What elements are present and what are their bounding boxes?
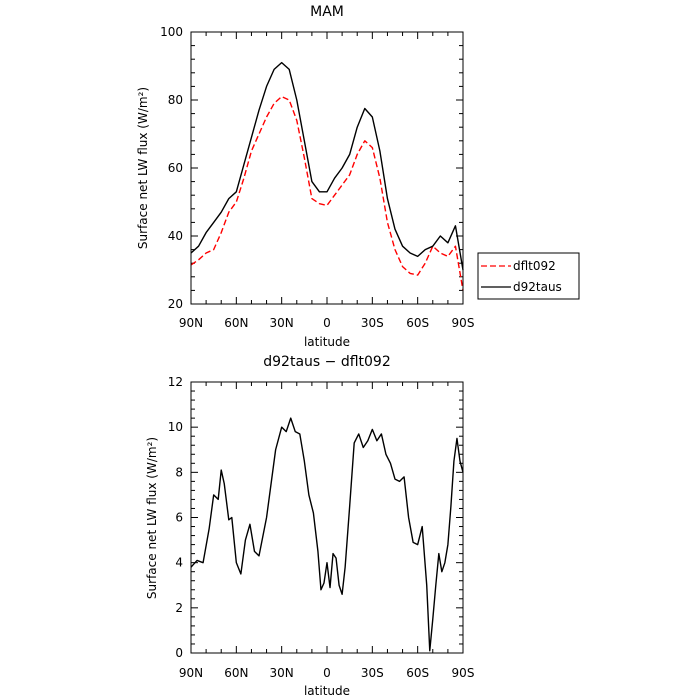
- x-tick-label: 90N: [179, 666, 203, 680]
- chart-2-xlabel: latitude: [304, 684, 350, 698]
- x-tick-label: 90N: [179, 316, 203, 330]
- x-tick-label: 30S: [361, 666, 384, 680]
- series-line-dflt092: [190, 95, 464, 291]
- x-tick-label: 30N: [270, 316, 294, 330]
- chart-2-ylabel: Surface net LW flux (W/m²): [145, 437, 159, 599]
- legend-label-dflt092: dflt092: [513, 259, 556, 273]
- y-tick-label: 4: [175, 556, 183, 570]
- chart-2-y-tick-labels: 0 2 4 6 8 10 12: [168, 375, 183, 660]
- chart-2-title: d92taus − dflt092: [263, 354, 390, 370]
- legend-label-d92taus: d92taus: [513, 280, 562, 294]
- chart-2-x-tick-labels: 90N 60N 30N 0 30S 60S 90S: [179, 666, 475, 680]
- chart-1-ylabel: Surface net LW flux (W/m²): [136, 87, 150, 249]
- chart-1-x-tick-labels: 90N 60N 30N 0 30S 60S 90S: [179, 316, 475, 330]
- x-tick-label: 60N: [224, 666, 248, 680]
- y-tick-label: 12: [168, 375, 183, 389]
- x-tick-label: 0: [323, 666, 331, 680]
- chart-1-legend: dflt092 d92taus: [477, 252, 580, 300]
- y-tick-label: 6: [175, 511, 183, 525]
- series-line-series-0: [190, 417, 464, 652]
- x-tick-label: 30S: [361, 316, 384, 330]
- y-tick-label: 60: [168, 161, 183, 175]
- chart-1-y-tick-labels: 20 40 60 80 100: [160, 25, 183, 311]
- chart-1-title: MAM: [310, 4, 344, 20]
- chart-1-xlabel: latitude: [304, 335, 350, 349]
- y-tick-label: 80: [168, 93, 183, 107]
- y-tick-label: 10: [168, 420, 183, 434]
- chart-1-series: [190, 61, 464, 291]
- chart-2: d92taus − dflt092 0 2 4 6 8 10 12 90N 60N 30N 0 30…: [145, 354, 474, 698]
- x-tick-label: 60N: [224, 316, 248, 330]
- legend-box: [477, 252, 580, 300]
- chart-2-frame: [190, 381, 464, 654]
- series-line-d92taus: [190, 61, 464, 271]
- x-tick-label: 0: [323, 316, 331, 330]
- x-tick-label: 90S: [452, 316, 475, 330]
- chart-1-frame: [190, 31, 464, 305]
- y-tick-label: 20: [168, 297, 183, 311]
- y-tick-label: 100: [160, 25, 183, 39]
- y-tick-label: 8: [175, 465, 183, 479]
- x-tick-label: 60S: [406, 666, 429, 680]
- y-tick-label: 0: [175, 646, 183, 660]
- chart-2-series: [190, 417, 464, 652]
- y-tick-label: 2: [175, 601, 183, 615]
- chart-1: MAM 20 40 60 80 100 90N 60N 30N 0 30S 60S 90S lati…: [136, 4, 580, 349]
- x-tick-label: 30N: [270, 666, 294, 680]
- y-tick-label: 40: [168, 229, 183, 243]
- chart-1-y-ticks: [191, 31, 463, 305]
- x-tick-label: 90S: [452, 666, 475, 680]
- chart-1-x-ticks: [190, 32, 464, 304]
- x-tick-label: 60S: [406, 316, 429, 330]
